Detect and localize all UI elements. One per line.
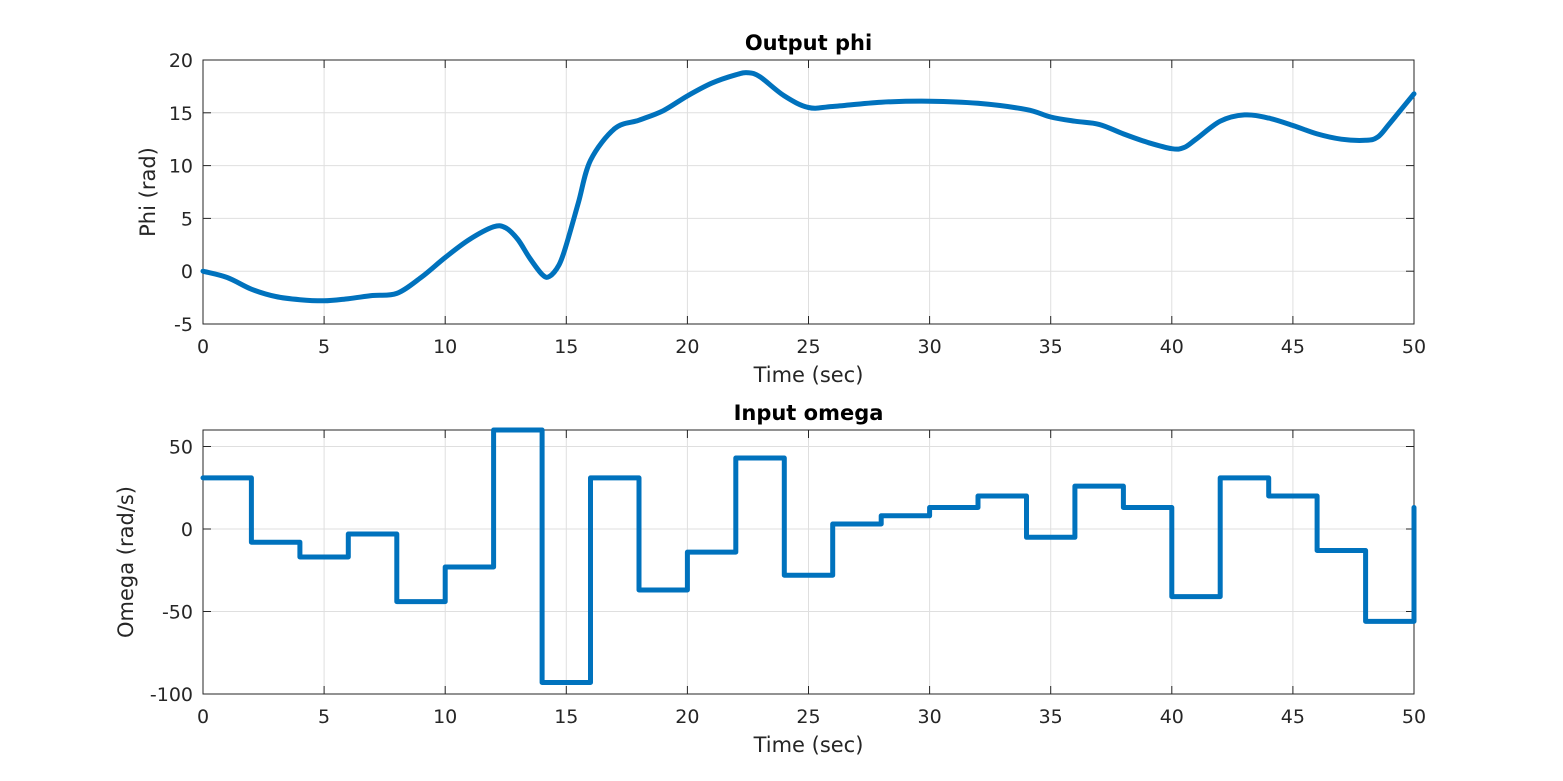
x-tick-label: 0 <box>197 706 209 728</box>
x-tick-label: 25 <box>796 706 820 728</box>
x-tick-label: 0 <box>197 336 209 358</box>
x-tick-label: 45 <box>1281 336 1305 358</box>
x-tick-label: 35 <box>1039 336 1063 358</box>
series-line-1 <box>200 70 1417 304</box>
x-tick-label: 10 <box>433 336 457 358</box>
chart-title: Input omega <box>734 401 884 425</box>
x-tick-label: 5 <box>318 706 330 728</box>
y-tick-label: -5 <box>174 314 193 336</box>
x-tick-label: 40 <box>1160 336 1184 358</box>
y-tick-label: 50 <box>169 437 193 459</box>
y-tick-label: 5 <box>181 208 193 230</box>
x-tick-label: 40 <box>1160 706 1184 728</box>
x-tick-label: 20 <box>675 706 699 728</box>
y-tick-label: 0 <box>181 261 193 283</box>
chart-title: Output phi <box>745 31 872 55</box>
series-line-1 <box>200 427 1417 685</box>
x-axis-label: Time (sec) <box>753 363 864 387</box>
x-tick-label: 15 <box>554 706 578 728</box>
x-tick-label: 50 <box>1402 706 1426 728</box>
x-tick-label: 20 <box>675 336 699 358</box>
y-tick-label: 15 <box>169 103 193 125</box>
x-tick-label: 10 <box>433 706 457 728</box>
x-axis-label: Time (sec) <box>753 733 864 757</box>
x-tick-label: 30 <box>918 706 942 728</box>
y-tick-label: 0 <box>181 519 193 541</box>
y-axis-label: Omega (rad/s) <box>114 486 138 638</box>
x-tick-label: 15 <box>554 336 578 358</box>
x-tick-label: 25 <box>796 336 820 358</box>
y-axis-label: Phi (rad) <box>136 147 160 237</box>
x-tick-label: 35 <box>1039 706 1063 728</box>
x-tick-label: 45 <box>1281 706 1305 728</box>
x-tick-label: 50 <box>1402 336 1426 358</box>
subplot-2: 0 5 10 15 20 25 30 35 40 45 50 -100 -50 0 50 Input omeg… <box>114 401 1426 757</box>
y-tick-label: -100 <box>150 684 193 706</box>
x-tick-label: 30 <box>918 336 942 358</box>
y-tick-label: 20 <box>169 50 193 72</box>
y-tick-label: 10 <box>169 156 193 178</box>
x-tick-label: 5 <box>318 336 330 358</box>
y-tick-label: -50 <box>162 602 193 624</box>
